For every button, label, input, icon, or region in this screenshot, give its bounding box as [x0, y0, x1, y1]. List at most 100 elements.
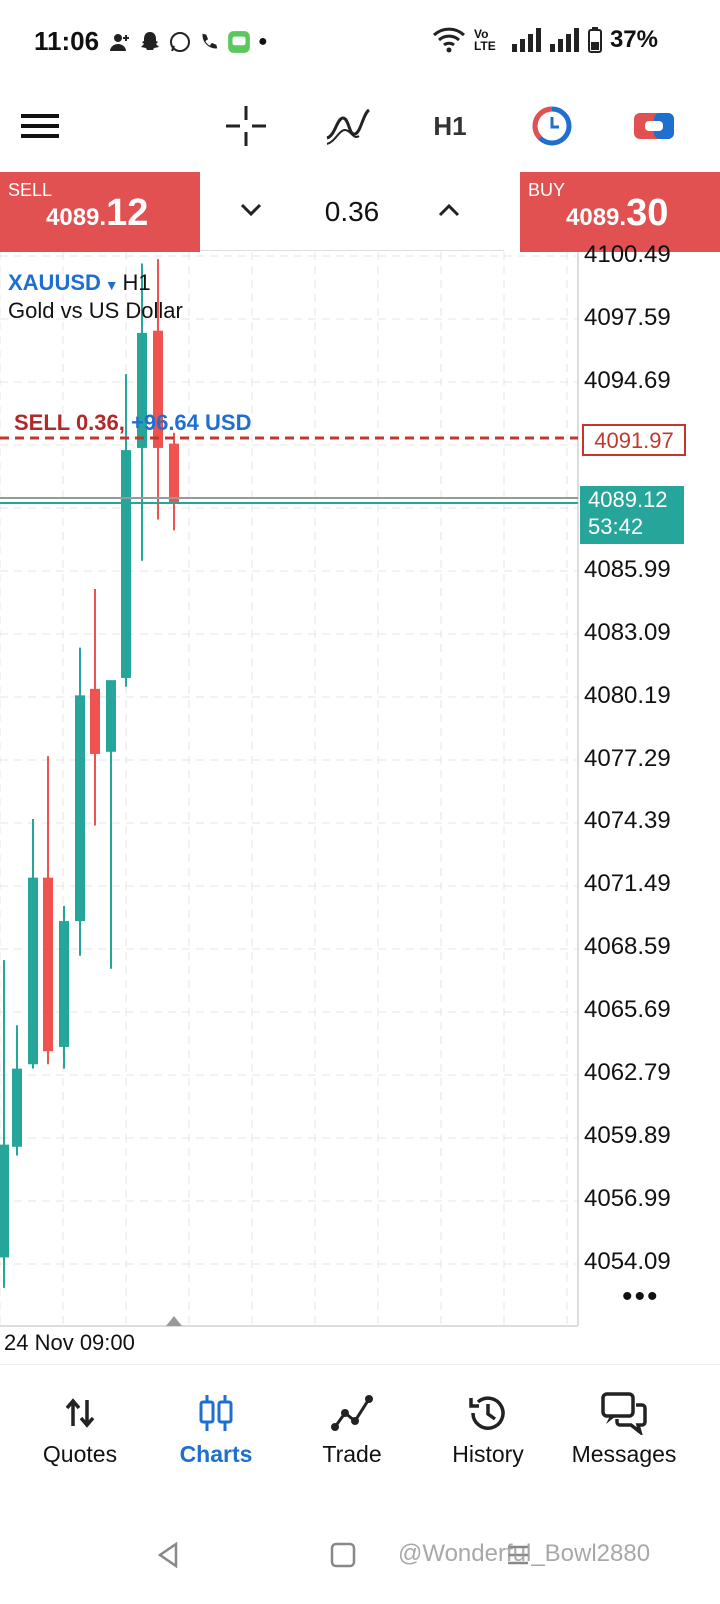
sell-price-main: 4089.	[46, 204, 107, 231]
price-axis-label: 4100.49	[584, 241, 671, 268]
signal-icon	[511, 28, 541, 52]
candle-body	[28, 877, 38, 1065]
battery-percent: 37%	[609, 26, 658, 53]
sell-price-tag: 4091.97	[582, 424, 686, 456]
recents-icon[interactable]	[506, 1544, 530, 1566]
chevron-down-icon	[240, 203, 262, 217]
nav-charts[interactable]: Charts	[146, 1389, 286, 1468]
price-axis-label: 4065.69	[584, 996, 671, 1024]
network-type: Vo LTE	[473, 27, 496, 53]
notification-icons: ●	[108, 28, 268, 56]
nav-quotes[interactable]: Quotes	[10, 1389, 150, 1468]
one-click-trading-button[interactable]	[528, 98, 576, 154]
price-axis-label: 4097.59	[584, 303, 671, 331]
price-axis-label: 4080.19	[584, 681, 671, 709]
more-button[interactable]: •••	[622, 1280, 660, 1313]
sell-button[interactable]: SELL 4089.12	[0, 172, 200, 252]
current-price: 4089.12	[588, 487, 668, 512]
volume-decrease-button[interactable]	[240, 194, 262, 225]
symbol-description: Gold vs US Dollar	[8, 298, 183, 323]
person-add-icon	[110, 34, 129, 51]
chevron-up-icon	[438, 203, 460, 217]
candle-body	[169, 443, 179, 503]
price-axis-label: 4054.09	[584, 1248, 671, 1275]
position-label[interactable]: SELL 0.36, +96.64 USD	[14, 410, 251, 436]
toggle-icon	[634, 113, 674, 139]
nav-messages[interactable]: Messages	[554, 1389, 694, 1468]
indicators-icon	[326, 108, 371, 145]
buy-price-main: 4089.	[566, 204, 627, 231]
symbol-dropdown-icon: ▼	[100, 277, 123, 293]
price-axis-label: 4077.29	[584, 744, 671, 772]
trade-bar: SELL 4089.12 0.36 BUY 4089.30	[0, 172, 720, 252]
price-chart[interactable]	[0, 252, 720, 1364]
clock-chart-icon	[532, 106, 572, 146]
status-time: 11:06	[34, 26, 100, 56]
volume-value[interactable]: 0.36	[324, 196, 380, 227]
candle-body	[0, 1144, 9, 1258]
buy-button[interactable]: BUY 4089.30	[520, 172, 720, 252]
volume-control: 0.36	[200, 172, 504, 251]
messages-icon	[601, 1392, 647, 1435]
price-axis-label: 4062.79	[584, 1059, 671, 1087]
nav-history-label: History	[452, 1441, 524, 1467]
candle-body	[121, 450, 131, 678]
candle-body	[137, 332, 147, 448]
candles	[0, 259, 179, 1288]
system-nav-bar: @Wonderful_Bowl2880	[0, 1504, 720, 1604]
price-axis-label: 4094.69	[584, 366, 671, 394]
arrows-updown-icon	[65, 1398, 95, 1428]
status-bar: 11:06 ● Vo LTE 37%	[0, 0, 720, 80]
back-icon[interactable]	[156, 1542, 180, 1568]
home-icon[interactable]	[330, 1542, 356, 1568]
candle-body	[12, 1068, 22, 1147]
sell-price-big: 12	[106, 192, 149, 234]
timeframe-button[interactable]: H1	[433, 110, 467, 141]
price-axis-label: 4068.59	[584, 933, 671, 961]
crosshair-button[interactable]	[222, 98, 270, 154]
candle-body	[106, 680, 116, 752]
message-icon	[228, 31, 250, 53]
buy-label: BUY	[528, 180, 566, 200]
volume-increase-button[interactable]	[438, 194, 460, 225]
candle-body	[59, 921, 69, 1047]
buy-price: 4089.30	[566, 192, 668, 235]
snapchat-icon	[141, 32, 159, 50]
symbol-timeframe: H1	[122, 270, 151, 295]
wifi-icon	[432, 27, 465, 53]
trade-line-icon	[331, 1395, 373, 1431]
indicators-button[interactable]	[322, 98, 374, 154]
menu-button[interactable]	[18, 98, 62, 154]
nav-messages-label: Messages	[571, 1441, 677, 1467]
signal-icon-2	[549, 28, 579, 52]
nav-quotes-label: Quotes	[42, 1441, 118, 1467]
candle-body	[153, 330, 163, 448]
sell-price: 4089.12	[46, 192, 148, 235]
candle-body	[90, 688, 100, 754]
nav-trade[interactable]: Trade	[282, 1389, 422, 1468]
trade-panel-toggle[interactable]	[630, 98, 678, 154]
battery-icon	[587, 27, 602, 53]
nav-history[interactable]: History	[418, 1389, 558, 1468]
candles-icon	[199, 1395, 233, 1431]
candle-body	[43, 877, 53, 1052]
time-scroll-marker[interactable]	[166, 1316, 182, 1326]
price-axis-label: 4083.09	[584, 618, 671, 646]
price-axis-label: 4071.49	[584, 870, 671, 898]
current-price-tag: 4089.12 53:42	[580, 486, 684, 544]
watermark: @Wonderful_Bowl2880	[398, 1540, 651, 1567]
crosshair-icon	[226, 106, 266, 146]
history-icon	[469, 1396, 505, 1430]
sell-label: SELL	[8, 180, 53, 200]
position-profit: +96.64 USD	[131, 410, 252, 435]
phone-icon	[202, 33, 218, 49]
symbol-name: XAUUSD	[8, 270, 101, 295]
position-type: SELL 0.36,	[14, 410, 125, 435]
chart-symbol[interactable]: XAUUSD ▼ H1	[8, 270, 151, 296]
status-right: Vo LTE 37%	[432, 26, 658, 54]
bar-countdown: 53:42	[588, 514, 644, 539]
chart-toolbar: H1	[0, 80, 720, 172]
dot-icon: ●	[258, 33, 268, 50]
nav-charts-label: Charts	[179, 1441, 253, 1467]
time-axis-label: 24 Nov 09:00	[4, 1330, 135, 1355]
